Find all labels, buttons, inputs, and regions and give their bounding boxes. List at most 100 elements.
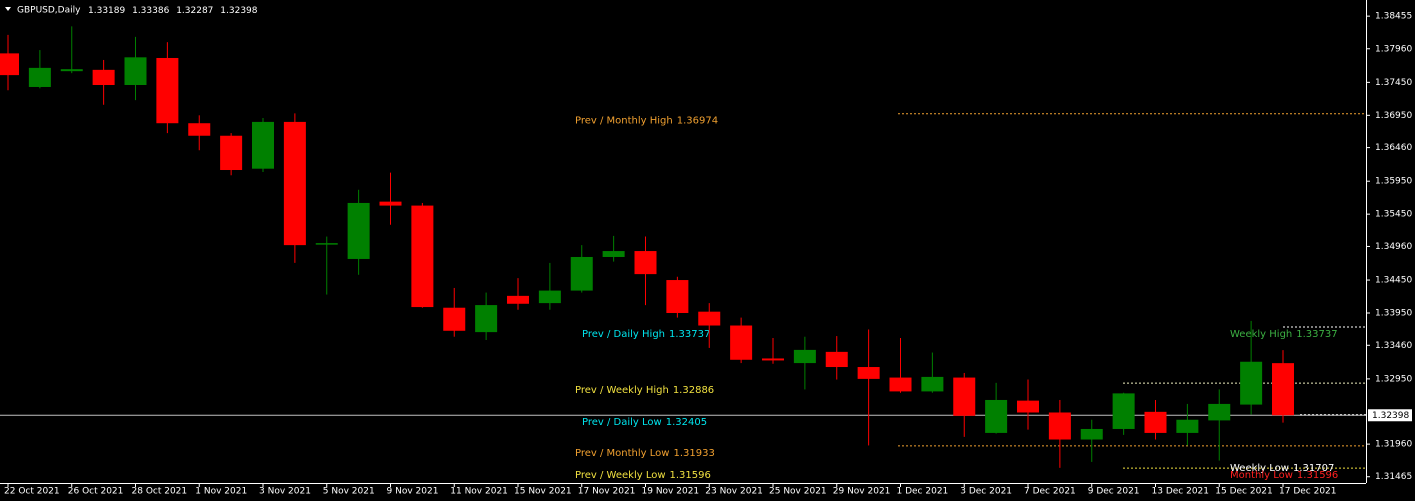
candle-body	[507, 295, 529, 304]
level-value: 1.33737	[669, 329, 710, 340]
level-value: 1.31707	[1293, 463, 1334, 474]
candle-body	[220, 135, 243, 171]
candle-body	[953, 377, 976, 416]
y-tick-label: 1.31960	[1375, 440, 1412, 450]
x-tick-label: 3 Nov 2021	[259, 487, 311, 497]
candle-body	[1144, 411, 1167, 433]
ohlc-low: 1.32287	[176, 6, 213, 16]
level-name: Weekly High	[1230, 329, 1292, 340]
level-name: Prev / Daily High	[582, 329, 665, 340]
candle-body	[634, 251, 657, 275]
current-price-box	[1368, 409, 1412, 422]
candle-body	[1272, 363, 1294, 416]
y-tick-label: 1.35450	[1375, 210, 1412, 220]
level-label: Prev / Monthly Low 1.31933	[575, 448, 715, 459]
level-name: Prev / Weekly Low	[575, 470, 666, 481]
x-tick-label: 25 Nov 2021	[769, 487, 827, 497]
x-tick-label: 26 Oct 2021	[68, 487, 124, 497]
level-value: 1.36974	[677, 116, 718, 127]
candle-body	[985, 399, 1008, 433]
y-tick-label: 1.33460	[1375, 341, 1412, 351]
x-tick-label: 1 Nov 2021	[195, 487, 247, 497]
level-label: Weekly High 1.33737	[1230, 329, 1338, 340]
candle-body	[1048, 412, 1071, 440]
level-name: Prev / Daily Low	[582, 417, 662, 428]
level-value: 1.33737	[1296, 329, 1337, 340]
candle-body	[1017, 400, 1039, 413]
menu-triangle[interactable]	[5, 7, 11, 11]
current-price-label: 1.32398	[1372, 411, 1409, 421]
level-value: 1.31933	[673, 448, 714, 459]
candle-body	[1176, 419, 1199, 433]
candle-body	[60, 69, 83, 72]
x-tick-label: 17 Nov 2021	[578, 487, 636, 497]
candle-body	[921, 376, 944, 392]
ohlc-header: 1.33189 1.33386 1.32287 1.32398	[88, 6, 258, 16]
x-tick-label: 11 Nov 2021	[450, 487, 508, 497]
x-tick-label: 22 Oct 2021	[4, 487, 60, 497]
candle-body	[156, 57, 179, 124]
x-tick-label: 5 Nov 2021	[323, 487, 375, 497]
candle-body	[0, 53, 19, 76]
candle-body	[570, 256, 593, 291]
y-tick-label: 1.35950	[1375, 177, 1412, 187]
y-tick-label: 1.38455	[1375, 12, 1412, 22]
level-label: Prev / Daily Low 1.32405	[582, 417, 707, 428]
candle-body	[315, 243, 338, 245]
ohlc-open: 1.33189	[88, 6, 125, 16]
x-tick-label: 7 Dec 2021	[1024, 487, 1076, 497]
level-label: Prev / Weekly High 1.32886	[575, 385, 714, 396]
candle-body	[92, 69, 115, 86]
level-label: Monthly Low 1.31596	[1230, 470, 1338, 481]
candle-body	[825, 351, 848, 368]
x-tick-label: 9 Dec 2021	[1088, 487, 1140, 497]
level-value: 1.31596	[1297, 470, 1338, 481]
x-tick-label: 3 Dec 2021	[960, 487, 1012, 497]
candle-body	[666, 280, 689, 313]
x-tick-label: 1 Dec 2021	[897, 487, 949, 497]
level-value: 1.32886	[673, 385, 714, 396]
x-tick-label: 9 Nov 2021	[387, 487, 439, 497]
level-name: Prev / Weekly High	[575, 385, 669, 396]
candle-body	[411, 205, 434, 308]
candle-body	[188, 123, 211, 136]
candle-body	[124, 57, 147, 86]
ohlc-high: 1.33386	[132, 6, 169, 16]
y-tick-label: 1.34960	[1375, 242, 1412, 252]
level-name: Weekly Low	[1230, 463, 1289, 474]
x-tick-label: 23 Nov 2021	[705, 487, 763, 497]
candle-body	[28, 67, 51, 87]
level-value: 1.32405	[666, 417, 707, 428]
y-tick-label: 1.34450	[1375, 276, 1412, 286]
candle-body	[283, 121, 306, 246]
candle-body	[252, 121, 274, 169]
level-name: Prev / Monthly High	[575, 116, 673, 127]
x-tick-label: 15 Nov 2021	[514, 487, 572, 497]
y-tick-label: 1.31465	[1375, 472, 1412, 482]
candle-body	[762, 358, 784, 361]
candle-body	[347, 202, 370, 259]
y-tick-label: 1.37960	[1375, 44, 1412, 54]
candle-body	[698, 311, 721, 326]
candle-body	[857, 367, 880, 379]
y-tick-label: 1.37450	[1375, 78, 1412, 88]
y-tick-label: 1.36950	[1375, 111, 1412, 121]
candle-body	[602, 251, 625, 257]
level-name: Prev / Monthly Low	[575, 448, 669, 459]
level-name: Monthly Low	[1230, 470, 1293, 481]
level-value: 1.31596	[670, 470, 711, 481]
candle-body	[475, 305, 498, 333]
level-label: Prev / Weekly Low 1.31596	[575, 470, 711, 481]
candle-body	[1240, 361, 1263, 405]
candle-body	[1208, 403, 1231, 421]
ohlc-close: 1.32398	[220, 6, 257, 16]
candle-body	[538, 290, 561, 304]
symbol-label: GBPUSD,Daily	[17, 6, 81, 16]
x-tick-label: 29 Nov 2021	[833, 487, 891, 497]
level-label: Prev / Monthly High 1.36974	[575, 116, 718, 127]
candle-body	[793, 349, 816, 364]
x-tick-label: 15 Dec 2021	[1215, 487, 1273, 497]
level-label: Weekly Low 1.31707	[1230, 463, 1334, 474]
